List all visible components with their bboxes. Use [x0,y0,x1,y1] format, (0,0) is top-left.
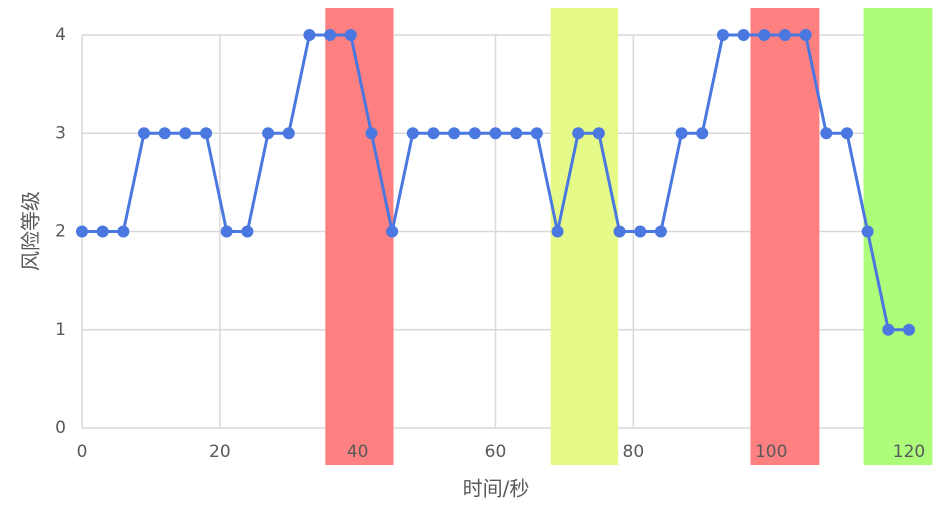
highlight-band [750,8,820,465]
point [861,225,874,238]
point [158,127,171,140]
point [882,323,895,336]
point [530,127,543,140]
point [551,225,564,238]
point [592,127,605,140]
point [179,127,192,140]
point [716,29,729,41]
point [675,127,688,140]
point [386,225,399,238]
point [220,225,233,238]
y-tick-label: 4 [55,25,66,45]
point [448,127,461,140]
point [262,127,275,140]
point [489,127,502,140]
y-tick-label: 2 [55,222,66,242]
y-axis-title: 风险等级 [19,191,43,271]
point [138,127,151,140]
point [840,127,853,140]
point [737,29,750,41]
point [241,225,254,238]
y-tick-label: 1 [55,320,66,340]
x-tick-label: 100 [755,442,787,462]
x-tick-label: 20 [209,442,231,462]
point [76,225,88,238]
point [572,127,585,140]
highlight-band [325,8,394,465]
point [510,127,523,140]
point [903,323,915,336]
point [427,127,440,140]
x-tick-label: 120 [893,442,925,462]
x-tick-label: 40 [347,442,369,462]
x-tick-label: 60 [485,442,507,462]
y-tick-label: 0 [55,418,66,438]
point [303,29,316,41]
point [696,127,709,140]
point [282,127,295,140]
point [468,127,481,140]
point [799,29,812,41]
highlight-band [863,8,933,465]
point [200,127,213,140]
point [778,29,791,41]
point [96,225,109,238]
point [758,29,771,41]
point [634,225,647,238]
point [654,225,667,238]
point [406,127,419,140]
x-tick-label: 80 [623,442,645,462]
y-tick-label: 3 [55,123,66,143]
x-axis-title: 时间/秒 [463,477,530,501]
highlight-band [550,8,619,465]
point [820,127,833,140]
point [117,225,130,238]
point [344,29,357,41]
point [613,225,626,238]
point [324,29,337,41]
x-tick-label: 0 [77,442,88,462]
point [365,127,378,140]
